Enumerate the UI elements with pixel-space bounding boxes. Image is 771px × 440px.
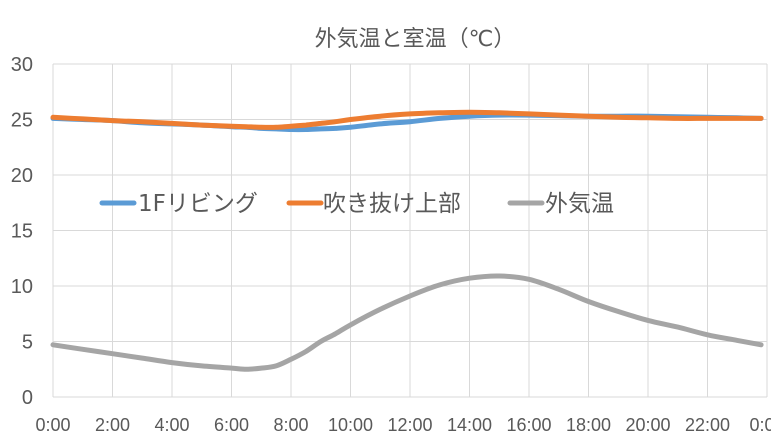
y-tick-label: 0 bbox=[22, 387, 33, 409]
series-line-outdoor-temp bbox=[50, 273, 764, 372]
legend-item-1f-living: 1Fリビング bbox=[99, 191, 258, 217]
x-tick-label: 12:00 bbox=[387, 415, 432, 435]
x-tick-label: 2:00 bbox=[95, 415, 130, 435]
y-tick-label: 20 bbox=[11, 165, 33, 187]
x-tick-label: 14:00 bbox=[447, 415, 492, 435]
x-tick-label: 10:00 bbox=[328, 415, 373, 435]
legend-label: 吹き抜け上部 bbox=[323, 191, 461, 217]
series-line-atrium-top bbox=[50, 109, 764, 130]
y-tick-label: 30 bbox=[11, 54, 33, 76]
y-tick-label: 15 bbox=[11, 221, 33, 243]
y-tick-label: 10 bbox=[11, 276, 33, 298]
x-tick-label: 4:00 bbox=[154, 415, 189, 435]
y-axis: 0 5 10 15 20 25 30 bbox=[11, 54, 33, 409]
x-tick-label: 18:00 bbox=[566, 415, 611, 435]
y-tick-label: 5 bbox=[22, 332, 33, 354]
legend-item-atrium-top: 吹き抜け上部 bbox=[286, 191, 461, 217]
x-tick-label: 8:00 bbox=[273, 415, 308, 435]
chart-title: 外気温と室温（℃） bbox=[315, 27, 516, 52]
x-tick-label: 16:00 bbox=[506, 415, 551, 435]
legend-item-outdoor-temp: 外気温 bbox=[507, 191, 614, 217]
x-tick-label: 22:00 bbox=[685, 415, 730, 435]
y-tick-label: 25 bbox=[11, 110, 33, 132]
x-tick-label: 6:00 bbox=[214, 415, 249, 435]
legend-label: 1Fリビング bbox=[138, 191, 258, 217]
x-tick-label: 0:00 bbox=[35, 415, 70, 435]
x-axis: 0:00 2:00 4:00 6:00 8:00 10:00 12:00 14:00 16:00… bbox=[35, 415, 771, 435]
legend-label: 外気温 bbox=[545, 191, 614, 217]
x-tick-label: 0:00 bbox=[749, 415, 771, 435]
legend: 1Fリビング 吹き抜け上部 外気温 bbox=[99, 191, 614, 217]
x-tick-label: 20:00 bbox=[625, 415, 670, 435]
series-lines bbox=[50, 109, 764, 372]
